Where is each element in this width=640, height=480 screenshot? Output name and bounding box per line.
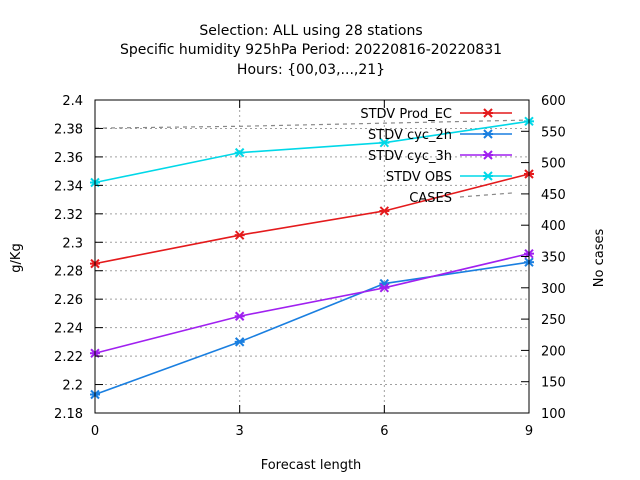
y2-tick-label: 400 <box>541 219 566 234</box>
title-line-1: Selection: ALL using 28 stations <box>199 23 422 39</box>
legend-marker <box>483 108 493 118</box>
y-tick-label: 2.32 <box>54 208 83 223</box>
series-line-stdv-obs <box>94 120 530 184</box>
series-line-stdv-cyc-3h <box>94 252 530 355</box>
legend-label: STDV OBS <box>386 170 452 185</box>
legend-entry-cases: CASES <box>409 191 513 206</box>
legend-label: STDV cyc_3h <box>368 149 452 164</box>
y-tick-label: 2.18 <box>54 407 83 422</box>
legend-marker <box>483 171 493 181</box>
y2-tick-label: 200 <box>541 344 566 359</box>
y2-tick-label: 550 <box>541 125 566 140</box>
y-tick-label: 2.2 <box>62 379 83 394</box>
legend-marker <box>483 129 493 139</box>
legend-entry-stdv-obs: STDV OBS <box>386 170 512 185</box>
data-point-stdv-cyc-3h <box>234 311 245 321</box>
legend-label: STDV Prod_EC <box>360 107 452 122</box>
y2-tick-label: 150 <box>541 376 566 391</box>
chart-title: Selection: ALL using 28 stations Specifi… <box>120 23 502 78</box>
y-tick-label: 2.4 <box>62 94 83 109</box>
y2-tick-label: 100 <box>541 407 566 422</box>
data-point-stdv-obs <box>234 147 245 158</box>
data-point-stdv-obs <box>379 137 390 148</box>
y2-tick-label: 300 <box>541 282 566 297</box>
cases-series <box>94 119 530 129</box>
y-tick-label: 2.38 <box>54 122 83 137</box>
series-line-stdv-prod-ec <box>94 173 530 265</box>
axes: 0 3 6 9 2.18 2.2 2.22 2.24 2.26 2.28 2.3 2.32 2.34 2.… <box>54 94 566 439</box>
y2-tick-label: 600 <box>541 94 566 109</box>
y-tick-label: 2.34 <box>54 179 83 194</box>
series-line-cases <box>94 119 530 129</box>
y-tick-label: 2.26 <box>54 293 83 308</box>
x-tick-label: 0 <box>91 424 99 439</box>
y2-tick-label: 350 <box>541 251 566 266</box>
y-tick-label: 2.36 <box>54 151 83 166</box>
y2-tick-label: 250 <box>541 313 566 328</box>
data-point-stdv-prod-ec <box>379 206 390 216</box>
y-tick-label: 2.24 <box>54 322 83 337</box>
y-tick-label: 2.28 <box>54 265 83 280</box>
legend-entry-stdv-prod-ec: STDV Prod_EC <box>360 107 512 122</box>
data-point-stdv-prod-ec <box>234 230 245 240</box>
y2-axis-label: No cases <box>592 229 607 288</box>
y2-tick-label: 450 <box>541 188 566 203</box>
data-point-stdv-cyc-3h <box>379 283 390 293</box>
data-point-stdv-cyc-2h <box>234 337 245 347</box>
title-line-3: Hours: {00,03,...,21} <box>237 62 385 78</box>
legend-entry-stdv-cyc-2h: STDV cyc_2h <box>368 128 512 143</box>
legend-entry-stdv-cyc-3h: STDV cyc_3h <box>368 149 512 164</box>
x-axis-label: Forecast length <box>261 458 362 473</box>
legend-swatch <box>459 192 513 198</box>
x-tick-label: 9 <box>525 424 533 439</box>
x-tick-label: 6 <box>380 424 388 439</box>
legend-marker <box>483 150 493 160</box>
x-tick-label: 3 <box>236 424 244 439</box>
title-line-2: Specific humidity 925hPa Period: 2022081… <box>120 42 502 58</box>
y-tick-label: 2.22 <box>54 350 83 365</box>
series-line-stdv-cyc-2h <box>94 261 530 396</box>
legend-label: STDV cyc_2h <box>368 128 452 143</box>
y-tick-label: 2.3 <box>62 236 83 251</box>
legend-label: CASES <box>409 191 452 206</box>
y2-tick-label: 500 <box>541 157 566 172</box>
y-axis-label: g/Kg <box>9 243 24 272</box>
series-lines <box>90 116 534 400</box>
legend: STDV Prod_EC STDV cyc_2h STDV cyc_3h STDV O… <box>360 107 513 206</box>
